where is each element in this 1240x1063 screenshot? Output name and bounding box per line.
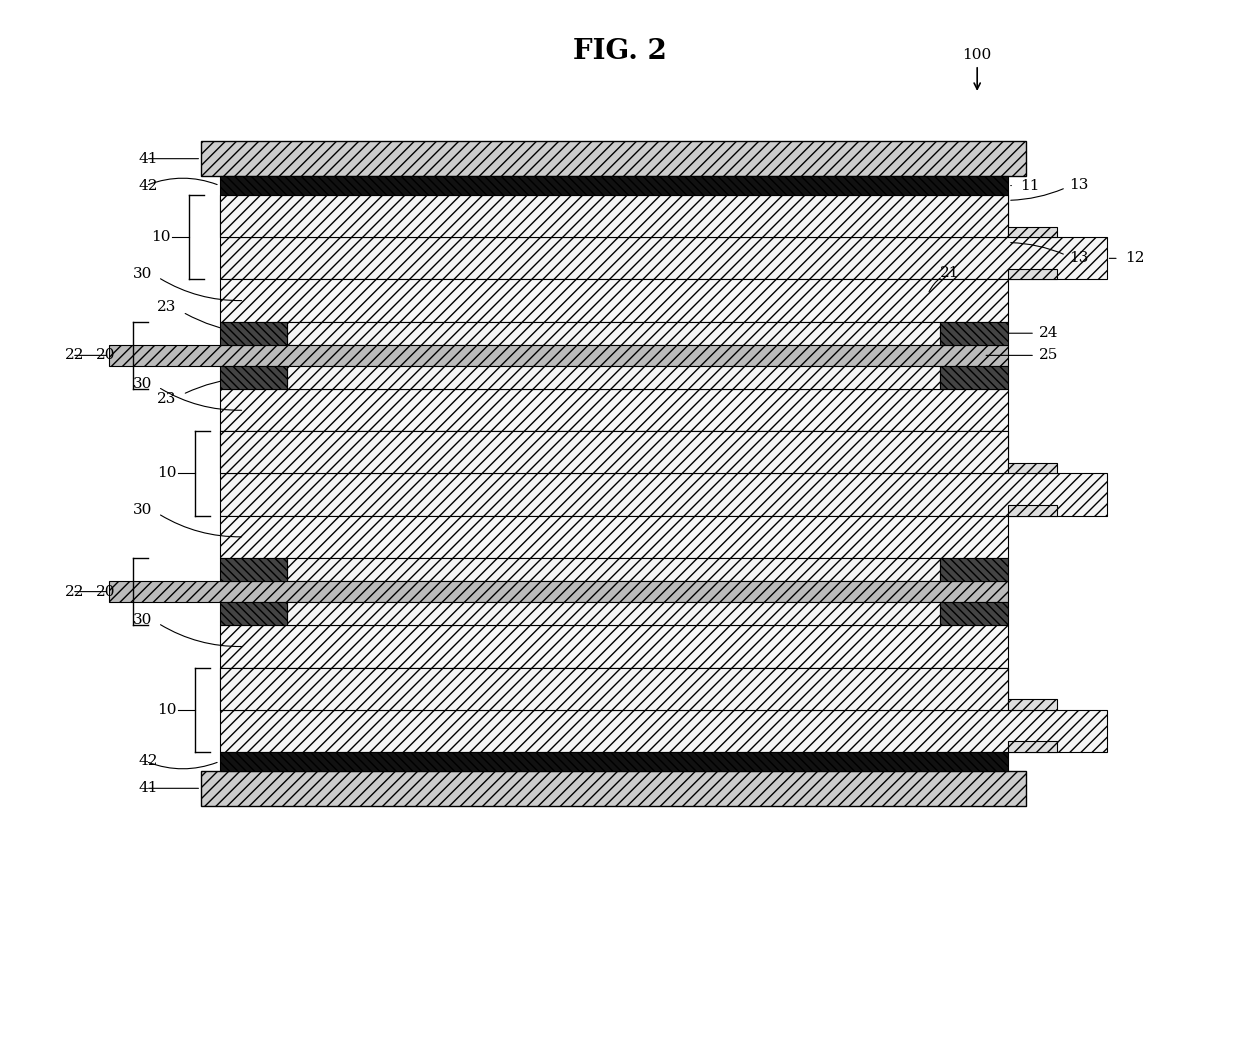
Bar xyxy=(219,516,1008,558)
Bar xyxy=(219,752,1008,771)
Text: 42: 42 xyxy=(139,755,159,769)
Bar xyxy=(288,602,940,625)
Bar xyxy=(940,558,1008,581)
Bar xyxy=(1008,269,1058,280)
Text: 23: 23 xyxy=(157,391,176,406)
Bar xyxy=(219,558,288,581)
Bar xyxy=(288,366,940,389)
Text: 10: 10 xyxy=(151,231,170,244)
Bar xyxy=(1008,741,1058,752)
Text: 10: 10 xyxy=(157,703,176,716)
Bar xyxy=(940,322,1008,344)
Text: 41: 41 xyxy=(139,781,159,795)
Text: 100: 100 xyxy=(962,48,992,89)
Text: 22: 22 xyxy=(64,349,84,362)
Text: 30: 30 xyxy=(133,377,153,391)
Bar xyxy=(201,141,1027,176)
Text: 21: 21 xyxy=(940,266,960,281)
Text: 30: 30 xyxy=(133,267,153,281)
Bar xyxy=(109,344,1008,366)
Bar xyxy=(219,432,1008,473)
Bar xyxy=(219,432,1008,473)
Bar xyxy=(1008,226,1058,237)
Bar xyxy=(219,176,1008,196)
Bar xyxy=(940,602,1008,625)
Text: 30: 30 xyxy=(133,504,153,518)
Bar xyxy=(219,473,1106,516)
Text: 20: 20 xyxy=(95,585,115,598)
Bar xyxy=(219,196,1008,237)
Text: FIG. 2: FIG. 2 xyxy=(573,38,667,65)
Bar xyxy=(219,602,288,625)
Text: 13: 13 xyxy=(1070,178,1089,191)
Text: 23: 23 xyxy=(157,300,176,314)
Bar xyxy=(219,196,1008,237)
Text: 12: 12 xyxy=(1125,251,1145,266)
Bar xyxy=(219,625,1008,668)
Bar xyxy=(201,771,1027,806)
Text: 22: 22 xyxy=(64,585,84,598)
Text: 24: 24 xyxy=(1039,326,1058,340)
Text: 13: 13 xyxy=(1070,251,1089,266)
Text: 10: 10 xyxy=(157,467,176,480)
Text: 11: 11 xyxy=(1021,179,1040,192)
Text: 41: 41 xyxy=(139,152,159,166)
Bar xyxy=(219,280,1008,322)
Bar xyxy=(219,668,1008,710)
Bar xyxy=(219,322,288,344)
Bar xyxy=(288,322,940,344)
Bar xyxy=(219,366,288,389)
Bar xyxy=(109,581,1008,602)
Bar xyxy=(219,710,1106,752)
Text: 42: 42 xyxy=(139,179,159,192)
Bar xyxy=(1008,463,1058,473)
Bar xyxy=(940,366,1008,389)
Text: 25: 25 xyxy=(1039,349,1058,362)
Bar xyxy=(219,668,1008,710)
Text: 30: 30 xyxy=(133,613,153,627)
Bar xyxy=(1008,699,1058,710)
Bar xyxy=(1008,505,1058,516)
Bar xyxy=(219,389,1008,432)
Text: 20: 20 xyxy=(95,349,115,362)
Bar xyxy=(288,558,940,581)
Bar xyxy=(219,237,1106,280)
